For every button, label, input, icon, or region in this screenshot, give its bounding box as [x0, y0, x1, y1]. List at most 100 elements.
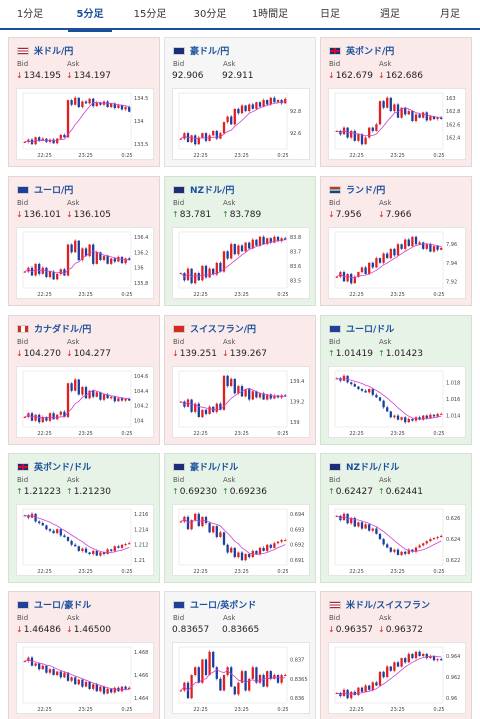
candle-body [106, 688, 109, 694]
candle-body [368, 524, 371, 531]
pair-title[interactable]: 豪ドル/円 [173, 44, 229, 57]
candle-body [92, 390, 95, 397]
rate-card[interactable]: ユーロ/英ポンド Bid Ask 0.83657 0.83665 0.837 0.8365 0… [164, 591, 316, 719]
candlestick-chart[interactable]: 104.6 104.4 104.2 104 22:25 23:25 0:25 [16, 366, 154, 438]
pair-title[interactable]: ユーロ/英ポンド [173, 598, 256, 611]
candlestick-chart[interactable]: 136.4 136.2 136 135.8 22:25 23:25 0:25 [16, 227, 154, 299]
pair-title[interactable]: ユーロ/豪ドル [17, 598, 91, 611]
candle-body [266, 394, 269, 400]
rate-card[interactable]: 豪ドル/円 Bid Ask 92.906 92.911 92.8 92.6 22:25 23:2… [164, 37, 316, 167]
candle-body [208, 268, 211, 278]
tab-15min[interactable]: 15分足 [133, 9, 167, 20]
candle-body [63, 535, 66, 537]
candlestick-chart[interactable]: 1.468 1.466 1.464 22:25 23:25 0:25 [16, 642, 154, 714]
candlestick-chart[interactable]: 1.018 1.016 1.014 22:25 23:25 0:25 [328, 366, 466, 438]
tab-1min[interactable]: 1分足 [16, 9, 44, 20]
chart-canvas: 1.468 1.466 1.464 22:25 23:25 0:25 [22, 646, 148, 713]
down-arrow-icon: ↓ [222, 349, 229, 358]
candle-body [186, 516, 190, 530]
pair-name: ランド/円 [346, 186, 386, 196]
candle-body [284, 395, 287, 397]
pair-title[interactable]: NZドル/円 [173, 183, 234, 196]
candle-body [386, 544, 389, 548]
chart-canvas: 7.96 7.94 7.92 22:25 23:25 0:25 [334, 231, 457, 298]
tab-monthly[interactable]: 月足 [440, 9, 460, 20]
rate-card[interactable]: NZドル/ドル Bid Ask ↑0.62427 ↑0.62441 0.626 0.624 0… [320, 453, 472, 583]
pair-title[interactable]: ユーロ/ドル [329, 322, 394, 335]
rate-card[interactable]: カナダドル/円 Bid Ask ↓104.270 ↓104.277 104.6 104.4 1… [8, 315, 160, 445]
candle-body [386, 253, 389, 259]
pair-title[interactable]: 米ドル/スイスフラン [329, 598, 430, 611]
candlestick-chart[interactable]: 0.964 0.962 0.96 22:25 23:25 0:25 [328, 642, 466, 714]
candle-body [233, 244, 236, 255]
candlestick-chart[interactable]: 163 162.8 162.6 162.4 22:25 23:25 0:25 [328, 88, 466, 160]
ask-label: Ask [379, 614, 392, 622]
candlestick-chart[interactable]: 0.837 0.8365 0.836 22:25 23:25 0:25 [172, 642, 310, 714]
candlestick-chart[interactable]: 7.96 7.94 7.92 22:25 23:25 0:25 [328, 227, 466, 299]
candle-body [63, 269, 66, 276]
pair-title[interactable]: ユーロ/円 [17, 183, 73, 196]
x-tick-label: 23:25 [390, 431, 404, 437]
ask-label: Ask [223, 476, 236, 484]
candlestick-chart[interactable]: 1.216 1.214 1.212 1.21 22:25 23:25 0:25 [16, 504, 154, 576]
tab-1hour[interactable]: 1時間足 [251, 9, 289, 20]
candle-body [244, 105, 247, 112]
candle-body [186, 399, 190, 407]
tab-5min[interactable]: 5分足 [60, 0, 120, 32]
pair-title[interactable]: スイスフラン/円 [173, 322, 256, 335]
plot-frame [334, 508, 444, 566]
candle-body [371, 127, 374, 131]
rate-card[interactable]: ユーロ/豪ドル Bid Ask ↓1.46486 ↓1.46500 1.468 1.466 1… [8, 591, 160, 719]
y-tick-label: 0.694 [290, 512, 304, 518]
rate-card[interactable]: スイスフラン/円 Bid Ask ↓139.251 ↓139.267 139.4 139.2… [164, 315, 316, 445]
tab-daily[interactable]: 日足 [320, 9, 340, 20]
candle-body [92, 244, 95, 264]
candle-body [52, 530, 55, 534]
pair-title[interactable]: 米ドル/円 [17, 44, 73, 57]
ask-price: ↓104.277 [66, 349, 111, 359]
candlestick-chart[interactable]: 83.8 83.7 83.6 83.5 22:25 23:25 0:25 [172, 227, 310, 299]
pair-title[interactable]: NZドル/ドル [329, 460, 399, 473]
rate-card[interactable]: ユーロ/円 Bid Ask ↓136.101 ↓136.105 136.4 136.2 136… [8, 176, 160, 306]
rate-card[interactable]: ランド/円 Bid Ask ↓7.956 ↓7.966 7.96 7.94 7.92 22:25… [320, 176, 472, 306]
candle-body [52, 413, 55, 420]
x-tick-label: 0:25 [121, 569, 132, 575]
up-arrow-icon: ↑ [66, 487, 73, 496]
rate-card[interactable]: 豪ドル/ドル Bid Ask ↑0.69230 ↑0.69236 0.694 0.693 0.… [164, 453, 316, 583]
tab-weekly[interactable]: 週足 [380, 9, 400, 20]
rate-card[interactable]: 英ポンド/円 Bid Ask ↓162.679 ↓162.686 163 162.8 162.… [320, 37, 472, 167]
candle-body [418, 114, 421, 118]
candle-body [41, 267, 44, 274]
pair-title[interactable]: カナダドル/円 [17, 322, 91, 335]
candlestick-chart[interactable]: 134.5 134 133.5 22:25 23:25 0:25 [16, 88, 154, 160]
candle-body [255, 239, 258, 246]
candlestick-chart[interactable]: 0.626 0.624 0.622 22:25 23:25 0:25 [328, 504, 466, 576]
rate-card[interactable]: 米ドル/円 Bid Ask ↓134.195 ↓134.197 134.5 134 133.5… [8, 37, 160, 167]
candle-body [219, 262, 222, 272]
candle-body [255, 102, 258, 109]
rate-card[interactable]: NZドル/円 Bid Ask ↑83.781 ↑83.789 83.8 83.7 83.6 83… [164, 176, 316, 306]
moving-average-line [336, 377, 442, 420]
pair-title[interactable]: ランド/円 [329, 183, 386, 196]
candle-body [81, 101, 84, 108]
candlestick-chart[interactable]: 139.4 139.2 139 22:25 23:25 0:25 [172, 366, 310, 438]
pair-title[interactable]: 英ポンド/ドル [17, 460, 91, 473]
candlestick-chart[interactable]: 92.8 92.6 22:25 23:25 0:25 [172, 88, 310, 160]
rate-card[interactable]: 英ポンド/ドル Bid Ask ↑1.21223 ↑1.21230 1.216 1.214 1… [8, 453, 160, 583]
moving-average-line [180, 518, 286, 555]
tab-30min[interactable]: 30分足 [193, 9, 227, 20]
candle-body [276, 236, 280, 242]
pair-title[interactable]: 英ポンド/円 [329, 44, 394, 57]
candlestick-chart[interactable]: 0.694 0.693 0.692 0.691 22:25 23:25 0:25 [172, 504, 310, 576]
rate-card[interactable]: 米ドル/スイスフラン Bid Ask ↓0.96357 ↓0.96372 0.964 0.9… [320, 591, 472, 719]
pair-title[interactable]: 豪ドル/ドル [173, 460, 238, 473]
ask-label: Ask [67, 60, 80, 68]
candle-body [88, 98, 91, 104]
rate-card[interactable]: ユーロ/ドル Bid Ask ↑1.01419 ↑1.01423 1.018 1.016 1.… [320, 315, 472, 445]
candle-body [414, 651, 418, 659]
candle-body [190, 399, 193, 412]
candle-body [244, 554, 247, 561]
candle-body [23, 515, 26, 517]
y-tick-label: 104.6 [134, 374, 148, 380]
candle-body [284, 238, 287, 240]
